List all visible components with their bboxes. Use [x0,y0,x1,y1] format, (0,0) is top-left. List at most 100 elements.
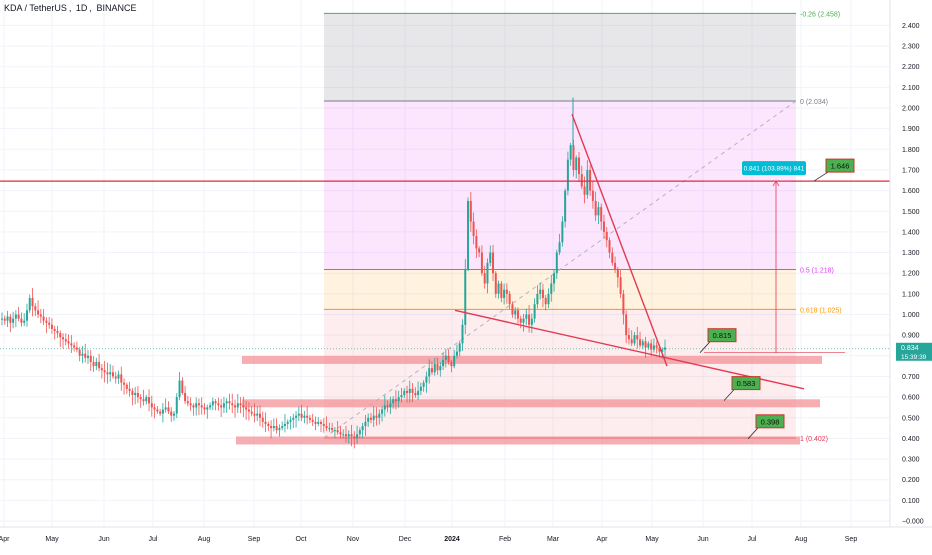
candle-body [486,262,489,284]
price-callout-box[interactable] [707,328,737,343]
measure-label-box[interactable] [742,161,806,176]
candle-body [428,368,431,377]
candle-body [178,380,181,398]
price-axis-tick: 1.600 [902,188,920,195]
candle-body [228,401,231,404]
candle-body [339,432,342,435]
fib-level-label: -0.26 (2.458) [800,11,840,18]
price-axis-tick: 1.000 [902,312,920,319]
header-sep-1: , [68,3,72,13]
candle-body [283,423,286,427]
fib-level-label: 0 (2.034) [800,99,828,106]
candle-body [42,316,45,321]
price-axis-tick: 0.200 [902,477,920,484]
candle-body [53,328,56,332]
candle-body [34,306,37,311]
price-callout-box[interactable] [755,414,785,429]
time-axis-tick: 2024 [444,536,460,543]
current-price-tag[interactable] [896,342,932,361]
fib-trend-line [323,100,797,439]
price-callout-box[interactable] [731,376,761,391]
candle-body [381,409,384,414]
callout-pointer [699,341,711,353]
time-axis-tick: Aug [198,536,211,543]
candle-body [220,405,223,408]
candle-body [400,395,403,398]
axes: 2.400 2.300 2.200 2.100 2.000 1.900 1.800 1.700… [0,0,932,543]
candle-body [397,397,400,402]
support-zone[interactable] [242,355,822,364]
candle-body [406,390,409,393]
candle-body [159,411,162,414]
price-axis-tick: 1.300 [902,250,920,257]
candle-body [14,314,17,319]
candle-body [23,320,26,323]
candle-body [572,145,575,170]
candle-body [222,403,225,408]
candle-body [200,405,203,408]
fib-band-mid [324,100,796,270]
candle-body [170,411,173,416]
candle-body [245,407,248,410]
candle-body [442,359,445,367]
interval-label[interactable]: 1D [75,3,88,13]
candle-body [602,221,605,232]
price-callout-box[interactable] [825,158,855,173]
drawings[interactable] [0,113,890,390]
candle-body [175,397,178,414]
candle-body [258,413,261,418]
candle-body [267,423,270,427]
candle-body [184,392,187,402]
candle-body [639,339,642,346]
candle-body [430,368,433,373]
candle-body [306,415,309,418]
candle-body [619,277,622,294]
candle-body [661,349,664,352]
candle-body [383,405,386,410]
candle-body [522,318,525,323]
candle-body [275,426,278,431]
time-axis-tick: Sep [248,536,261,543]
candle-body [444,355,447,360]
upper-trendline[interactable] [571,113,668,367]
candle-body [564,190,567,222]
candle-body [464,269,467,325]
lower-trendline[interactable] [454,309,805,390]
candle-body [125,384,128,389]
candle-body [566,159,569,191]
candle-body [569,145,572,160]
support-zone[interactable] [242,399,820,408]
candle-body [217,403,220,406]
countdown-timer: 15:39:39 [901,354,927,361]
callout-pointer [747,427,759,440]
candle-body [641,341,644,346]
candle-body [234,405,237,408]
candle-body [247,409,250,412]
candle-body [98,361,101,369]
time-axis-tick: Jun [98,536,109,543]
support-zone[interactable] [236,436,800,445]
candle-body [231,403,234,406]
candle-body [211,401,214,406]
candle-body [142,399,145,402]
candle-body [655,345,658,348]
price-axis-tick: 2.200 [902,64,920,71]
support-zones[interactable] [236,355,822,445]
time-axis-tick: Jun [697,536,708,543]
candle-body [209,405,212,408]
price-labels[interactable]: 0.841 (103.89%) 841 1.646 0.815 0.583 0.398 [699,158,855,440]
candle-body [616,269,619,278]
fib-retracement[interactable]: -0.26 (2.458) 0 (2.034) 0.5 (1.218) 0.618 (… [323,11,842,443]
candle-body [519,318,522,323]
candle-body [109,372,112,375]
candle-body [589,169,592,191]
price-axis-tick: 0.300 [902,457,920,464]
symbol-label[interactable]: KDA / TetherUS [4,3,67,13]
time-axis-tick: May [45,536,59,543]
time-axis-tick: Sep [845,536,858,543]
candle-body [289,419,292,422]
candle-body [403,390,406,396]
candle-body [325,426,328,429]
